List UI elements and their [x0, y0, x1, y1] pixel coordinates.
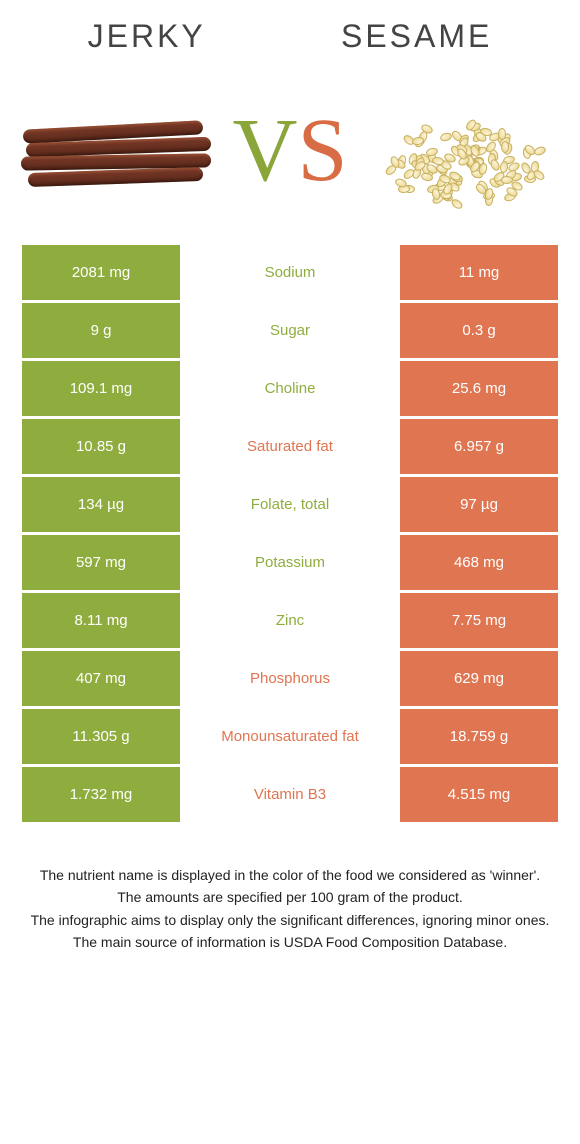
left-value: 2081 mg: [22, 245, 180, 300]
table-row: 1.732 mgVitamin B34.515 mg: [22, 767, 558, 822]
right-value: 468 mg: [400, 535, 558, 590]
nutrient-label: Monounsaturated fat: [180, 709, 400, 764]
titles-row: Jerky Sesame: [0, 0, 580, 65]
nutrient-label: Phosphorus: [180, 651, 400, 706]
footer-notes: The nutrient name is displayed in the co…: [0, 825, 580, 952]
vs-s: S: [297, 99, 347, 202]
left-value: 109.1 mg: [22, 361, 180, 416]
table-row: 9 gSugar0.3 g: [22, 303, 558, 358]
nutrient-label: Sugar: [180, 303, 400, 358]
table-row: 8.11 mgZinc7.75 mg: [22, 593, 558, 648]
left-value: 134 µg: [22, 477, 180, 532]
nutrient-label: Vitamin B3: [180, 767, 400, 822]
nutrient-label: Folate, total: [180, 477, 400, 532]
footer-line: The infographic aims to display only the…: [28, 910, 552, 930]
right-value: 11 mg: [400, 245, 558, 300]
nutrient-label: Zinc: [180, 593, 400, 648]
vs-v: V: [232, 99, 297, 202]
table-row: 407 mgPhosphorus629 mg: [22, 651, 558, 706]
left-value: 11.305 g: [22, 709, 180, 764]
jerky-image: [18, 85, 218, 215]
table-row: 597 mgPotassium468 mg: [22, 535, 558, 590]
table-row: 11.305 gMonounsaturated fat18.759 g: [22, 709, 558, 764]
left-value: 8.11 mg: [22, 593, 180, 648]
nutrient-label: Choline: [180, 361, 400, 416]
right-value: 6.957 g: [400, 419, 558, 474]
left-value: 10.85 g: [22, 419, 180, 474]
footer-line: The amounts are specified per 100 gram o…: [28, 887, 552, 907]
nutrient-label: Potassium: [180, 535, 400, 590]
table-row: 109.1 mgCholine25.6 mg: [22, 361, 558, 416]
left-value: 1.732 mg: [22, 767, 180, 822]
nutrient-label: Saturated fat: [180, 419, 400, 474]
right-value: 4.515 mg: [400, 767, 558, 822]
left-value: 597 mg: [22, 535, 180, 590]
right-value: 18.759 g: [400, 709, 558, 764]
table-row: 10.85 gSaturated fat6.957 g: [22, 419, 558, 474]
right-value: 7.75 mg: [400, 593, 558, 648]
sesame-image: [362, 85, 562, 215]
vs-label: VS: [232, 99, 347, 202]
comparison-table: 2081 mgSodium11 mg9 gSugar0.3 g109.1 mgC…: [0, 245, 580, 822]
left-value: 407 mg: [22, 651, 180, 706]
right-title: Sesame: [341, 18, 492, 55]
table-row: 2081 mgSodium11 mg: [22, 245, 558, 300]
right-value: 0.3 g: [400, 303, 558, 358]
right-value: 629 mg: [400, 651, 558, 706]
footer-line: The main source of information is USDA F…: [28, 932, 552, 952]
right-value: 97 µg: [400, 477, 558, 532]
table-row: 134 µgFolate, total97 µg: [22, 477, 558, 532]
right-value: 25.6 mg: [400, 361, 558, 416]
images-row: VS: [0, 65, 580, 245]
nutrient-label: Sodium: [180, 245, 400, 300]
left-value: 9 g: [22, 303, 180, 358]
left-title: Jerky: [88, 18, 206, 55]
footer-line: The nutrient name is displayed in the co…: [28, 865, 552, 885]
